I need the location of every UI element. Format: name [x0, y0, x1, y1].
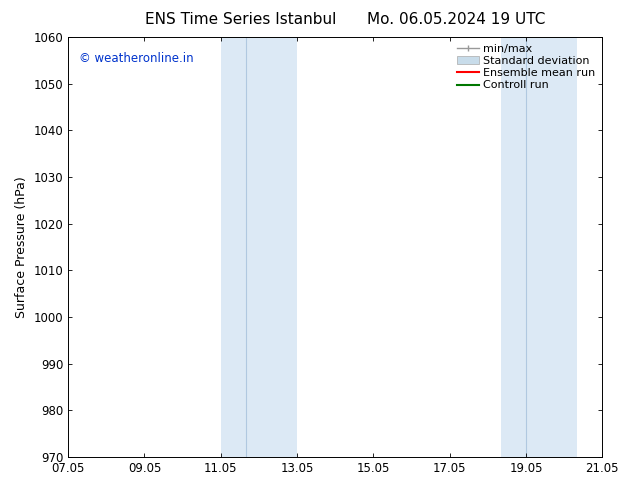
- Text: © weatheronline.in: © weatheronline.in: [79, 52, 193, 65]
- Legend: min/max, Standard deviation, Ensemble mean run, Controll run: min/max, Standard deviation, Ensemble me…: [453, 41, 599, 94]
- Y-axis label: Surface Pressure (hPa): Surface Pressure (hPa): [15, 176, 28, 318]
- Bar: [500, 37, 577, 457]
- Text: Mo. 06.05.2024 19 UTC: Mo. 06.05.2024 19 UTC: [367, 12, 546, 27]
- Bar: [221, 37, 297, 457]
- Text: ENS Time Series Istanbul: ENS Time Series Istanbul: [145, 12, 337, 27]
